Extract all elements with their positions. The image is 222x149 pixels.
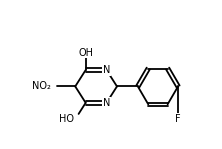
Text: N: N <box>103 98 110 108</box>
Text: HO: HO <box>59 114 75 124</box>
Text: NO₂: NO₂ <box>32 81 51 91</box>
Text: F: F <box>175 114 181 124</box>
Text: OH: OH <box>78 48 93 58</box>
Text: N: N <box>103 65 110 75</box>
